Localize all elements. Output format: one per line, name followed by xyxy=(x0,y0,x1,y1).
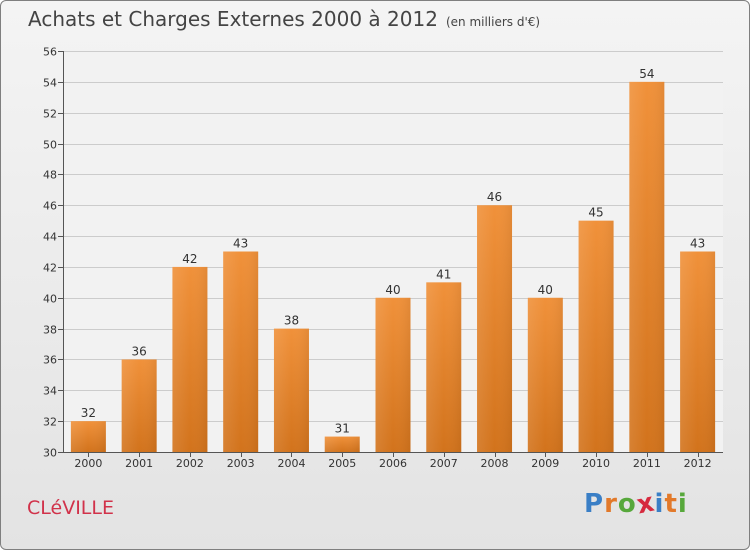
y-tick-label: 34 xyxy=(43,385,57,398)
bars xyxy=(70,81,716,452)
labels: 30 32 34 36 38 40 42 44 46 48 50 52 54 56 32 2000 36 2001… xyxy=(43,46,712,471)
x-tick-label: 2006 xyxy=(379,457,407,470)
logo-letter: t xyxy=(664,489,678,519)
proxiti-logo: Proxiti xyxy=(584,487,688,520)
logo-letter: i xyxy=(654,489,665,519)
data-label: 38 xyxy=(284,314,299,328)
bar-shading xyxy=(629,81,665,452)
data-label: 43 xyxy=(690,237,705,251)
y-tick-label: 50 xyxy=(43,139,57,152)
bar-shading xyxy=(680,251,716,452)
x-tick-label: 2000 xyxy=(74,457,102,470)
y-tick-label: 44 xyxy=(43,231,57,244)
bar-shading xyxy=(527,297,563,452)
x-tick-label: 2004 xyxy=(277,457,305,470)
y-tick-label: 40 xyxy=(43,293,57,306)
axes xyxy=(58,51,723,457)
y-tick-label: 48 xyxy=(43,169,57,182)
logo-letter: r xyxy=(604,489,618,519)
data-label: 42 xyxy=(182,252,197,266)
data-label: 46 xyxy=(487,190,502,204)
commune-name: CLéVILLE xyxy=(27,497,114,519)
data-label: 36 xyxy=(132,344,147,358)
y-tick-label: 36 xyxy=(43,354,57,367)
y-tick-label: 30 xyxy=(43,447,57,460)
x-tick-label: 2003 xyxy=(227,457,255,470)
x-tick-label: 2012 xyxy=(684,457,712,470)
x-tick-label: 2011 xyxy=(633,457,661,470)
x-tick-label: 2008 xyxy=(481,457,509,470)
chart-title-text: Achats et Charges Externes 2000 à 2012 xyxy=(28,7,438,31)
x-tick-label: 2009 xyxy=(531,457,559,470)
bar-shading xyxy=(324,436,360,452)
bar-shading xyxy=(121,359,157,452)
logo-letter: i xyxy=(677,489,688,519)
y-tick-label: 52 xyxy=(43,108,57,121)
x-tick-label: 2005 xyxy=(328,457,356,470)
data-label: 41 xyxy=(436,267,451,281)
data-label: 32 xyxy=(81,406,96,420)
logo-letter: P xyxy=(584,489,605,519)
chart-unit-note: (en milliers d'€) xyxy=(445,15,541,29)
bar-shading xyxy=(578,220,614,452)
x-tick-label: 2010 xyxy=(582,457,610,470)
bar-shading xyxy=(273,328,309,452)
chart-title: Achats et Charges Externes 2000 à 2012 (e… xyxy=(28,7,540,31)
bar-shading xyxy=(426,282,462,452)
y-tick-label: 42 xyxy=(43,262,57,275)
data-label: 40 xyxy=(538,283,553,297)
y-tick-label: 54 xyxy=(43,77,57,90)
y-tick-label: 56 xyxy=(43,46,57,59)
bar-shading xyxy=(375,297,411,452)
data-label: 43 xyxy=(233,237,248,251)
data-label: 40 xyxy=(385,283,400,297)
bar-shading xyxy=(172,266,208,452)
bar-shading xyxy=(223,251,259,452)
y-tick-label: 46 xyxy=(43,200,57,213)
y-tick-label: 38 xyxy=(43,324,57,337)
logo-letter: o xyxy=(617,489,637,519)
data-label: 31 xyxy=(335,422,350,436)
bar-shading xyxy=(477,205,513,452)
data-label: 45 xyxy=(588,206,603,220)
data-label: 54 xyxy=(639,67,654,81)
x-tick-label: 2001 xyxy=(125,457,153,470)
y-tick-label: 32 xyxy=(43,416,57,429)
bar-shading xyxy=(70,421,106,452)
x-tick-label: 2002 xyxy=(176,457,204,470)
x-tick-label: 2007 xyxy=(430,457,458,470)
